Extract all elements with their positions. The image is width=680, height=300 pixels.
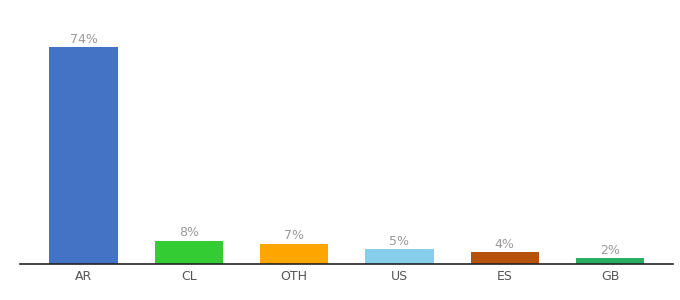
Text: 4%: 4% xyxy=(495,238,515,251)
Text: 74%: 74% xyxy=(69,33,97,46)
Bar xyxy=(154,241,223,264)
Bar xyxy=(50,47,118,264)
Text: 2%: 2% xyxy=(600,244,620,257)
Bar xyxy=(576,258,644,264)
Bar xyxy=(471,252,539,264)
Bar xyxy=(365,249,434,264)
Text: 5%: 5% xyxy=(390,235,409,248)
Text: 7%: 7% xyxy=(284,229,304,242)
Bar xyxy=(260,244,328,264)
Text: 8%: 8% xyxy=(179,226,199,239)
